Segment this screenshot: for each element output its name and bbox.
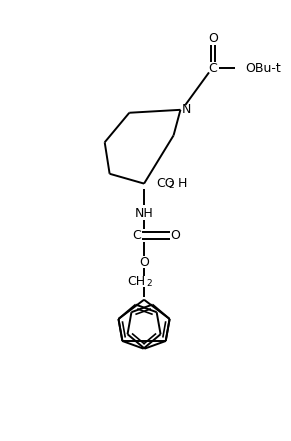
- Text: O: O: [171, 229, 180, 242]
- Text: OBu-t: OBu-t: [245, 62, 281, 75]
- Text: O: O: [139, 256, 149, 269]
- Text: CO: CO: [156, 177, 175, 190]
- Text: CH: CH: [127, 276, 145, 288]
- Text: H: H: [178, 177, 187, 190]
- Text: 2: 2: [169, 181, 174, 190]
- Text: 2: 2: [146, 280, 152, 288]
- Text: O: O: [208, 33, 218, 45]
- Text: C: C: [209, 62, 217, 75]
- Text: N: N: [182, 103, 191, 116]
- Text: NH: NH: [135, 207, 153, 220]
- Text: C: C: [132, 229, 141, 242]
